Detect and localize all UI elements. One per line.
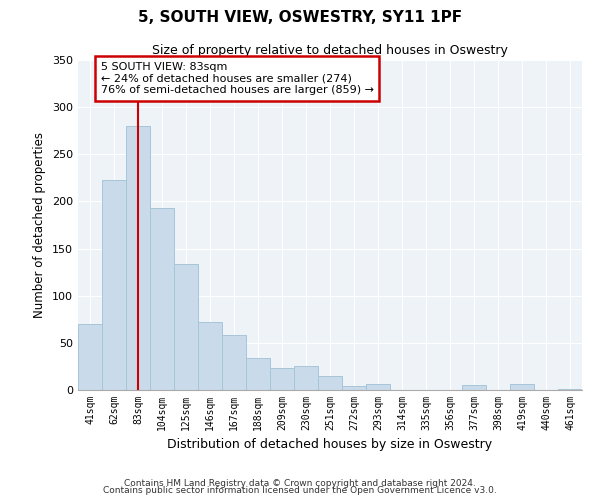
Bar — [342, 386, 366, 390]
Text: Contains public sector information licensed under the Open Government Licence v3: Contains public sector information licen… — [103, 486, 497, 495]
Bar — [318, 376, 342, 390]
Bar — [126, 126, 150, 390]
Bar — [510, 384, 534, 390]
Text: 5, SOUTH VIEW, OSWESTRY, SY11 1PF: 5, SOUTH VIEW, OSWESTRY, SY11 1PF — [138, 10, 462, 25]
Bar — [246, 358, 270, 390]
Bar — [150, 208, 174, 390]
Bar — [222, 336, 246, 390]
Bar — [294, 366, 318, 390]
Bar — [174, 264, 198, 390]
Title: Size of property relative to detached houses in Oswestry: Size of property relative to detached ho… — [152, 44, 508, 58]
Bar — [366, 384, 390, 390]
Bar — [270, 368, 294, 390]
X-axis label: Distribution of detached houses by size in Oswestry: Distribution of detached houses by size … — [167, 438, 493, 452]
Bar — [558, 389, 582, 390]
Bar — [78, 324, 102, 390]
Text: Contains HM Land Registry data © Crown copyright and database right 2024.: Contains HM Land Registry data © Crown c… — [124, 478, 476, 488]
Y-axis label: Number of detached properties: Number of detached properties — [34, 132, 46, 318]
Bar — [462, 386, 486, 390]
Bar — [198, 322, 222, 390]
Text: 5 SOUTH VIEW: 83sqm
← 24% of detached houses are smaller (274)
76% of semi-detac: 5 SOUTH VIEW: 83sqm ← 24% of detached ho… — [101, 62, 374, 95]
Bar — [102, 180, 126, 390]
